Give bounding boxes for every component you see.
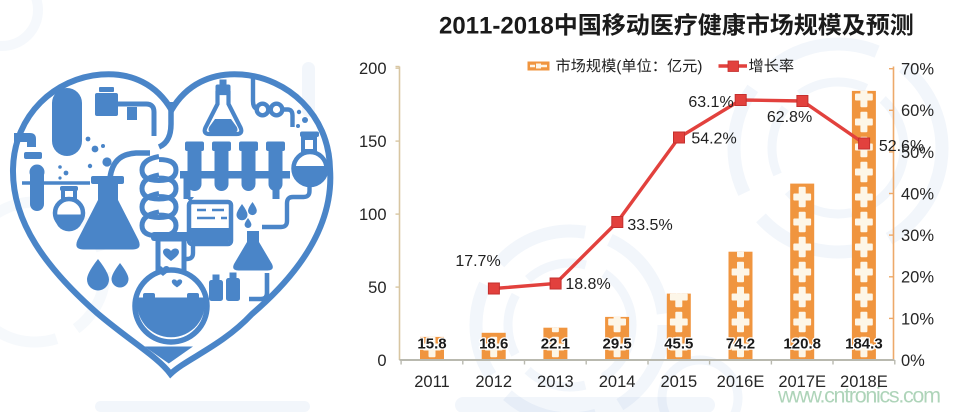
svg-text:2017E: 2017E — [778, 373, 826, 391]
svg-text:45.5: 45.5 — [664, 336, 693, 353]
svg-text:30%: 30% — [901, 227, 934, 245]
svg-text:74.2: 74.2 — [726, 336, 755, 353]
svg-text:17.7%: 17.7% — [455, 253, 500, 270]
svg-text:0%: 0% — [901, 352, 925, 370]
svg-text:150: 150 — [359, 133, 387, 151]
svg-text:184.3: 184.3 — [845, 336, 883, 353]
svg-text:2018E: 2018E — [840, 373, 888, 391]
svg-text:62.8%: 62.8% — [767, 109, 812, 126]
svg-text:50%: 50% — [901, 144, 934, 162]
svg-text:10%: 10% — [901, 310, 934, 328]
svg-text:22.1: 22.1 — [541, 336, 570, 353]
svg-text:2014: 2014 — [599, 373, 636, 391]
svg-text:52.6%: 52.6% — [879, 138, 924, 155]
svg-text:2013: 2013 — [537, 373, 574, 391]
svg-text:2016E: 2016E — [717, 373, 765, 391]
svg-text:63.1%: 63.1% — [688, 94, 733, 111]
svg-text:www.cntronics.com: www.cntronics.com — [777, 384, 941, 408]
svg-text:2015: 2015 — [660, 373, 697, 391]
svg-text:60%: 60% — [901, 102, 934, 120]
svg-text:33.5%: 33.5% — [627, 217, 672, 234]
svg-text:2011: 2011 — [414, 373, 449, 391]
svg-text:50: 50 — [368, 279, 386, 297]
svg-text:2012: 2012 — [475, 373, 512, 391]
svg-text:100: 100 — [359, 206, 387, 224]
svg-text:20%: 20% — [901, 269, 934, 287]
svg-text:0: 0 — [377, 352, 386, 370]
svg-text:70%: 70% — [901, 61, 934, 79]
svg-text:40%: 40% — [901, 185, 934, 203]
svg-text:15.8: 15.8 — [417, 336, 446, 353]
svg-text:200: 200 — [359, 60, 387, 78]
svg-text:29.5: 29.5 — [602, 336, 631, 353]
svg-text:120.8: 120.8 — [783, 336, 821, 353]
svg-text:18.6: 18.6 — [479, 336, 508, 353]
svg-text:18.8%: 18.8% — [565, 276, 610, 293]
svg-text:54.2%: 54.2% — [691, 131, 736, 148]
